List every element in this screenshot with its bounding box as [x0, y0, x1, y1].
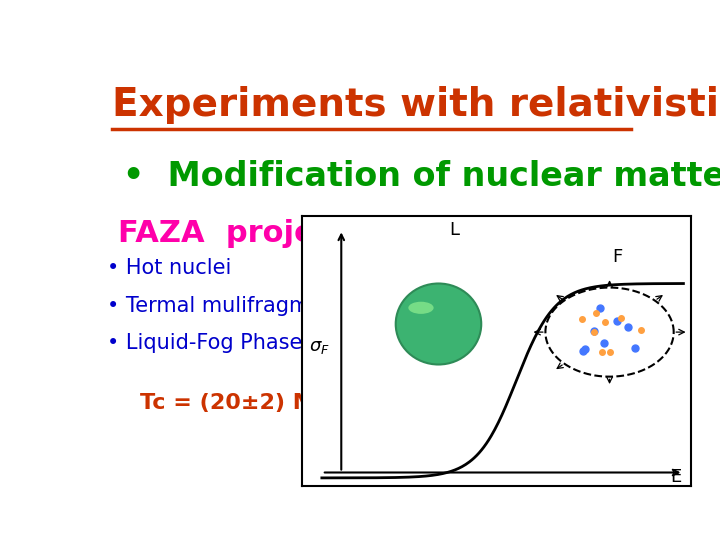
Text: FAZA  project: FAZA project — [118, 219, 347, 248]
Ellipse shape — [408, 302, 433, 314]
Text: Experiments with relativistic nuclei: Experiments with relativistic nuclei — [112, 85, 720, 124]
Text: E: E — [670, 468, 681, 486]
Text: $\sigma_F$: $\sigma_F$ — [310, 338, 330, 356]
Text: •  Modification of nuclear matter: • Modification of nuclear matter — [124, 160, 720, 193]
Ellipse shape — [396, 284, 481, 364]
Text: F: F — [612, 248, 623, 266]
Text: • Liquid-Fog Phase Transition: • Liquid-Fog Phase Transition — [107, 333, 410, 353]
Text: • Termal mulifragmentation: • Termal mulifragmentation — [107, 295, 396, 315]
Text: Tc = (20±2) MeV: Tc = (20±2) MeV — [140, 393, 348, 413]
Text: L: L — [449, 221, 459, 239]
Text: • Hot nuclei: • Hot nuclei — [107, 258, 231, 278]
